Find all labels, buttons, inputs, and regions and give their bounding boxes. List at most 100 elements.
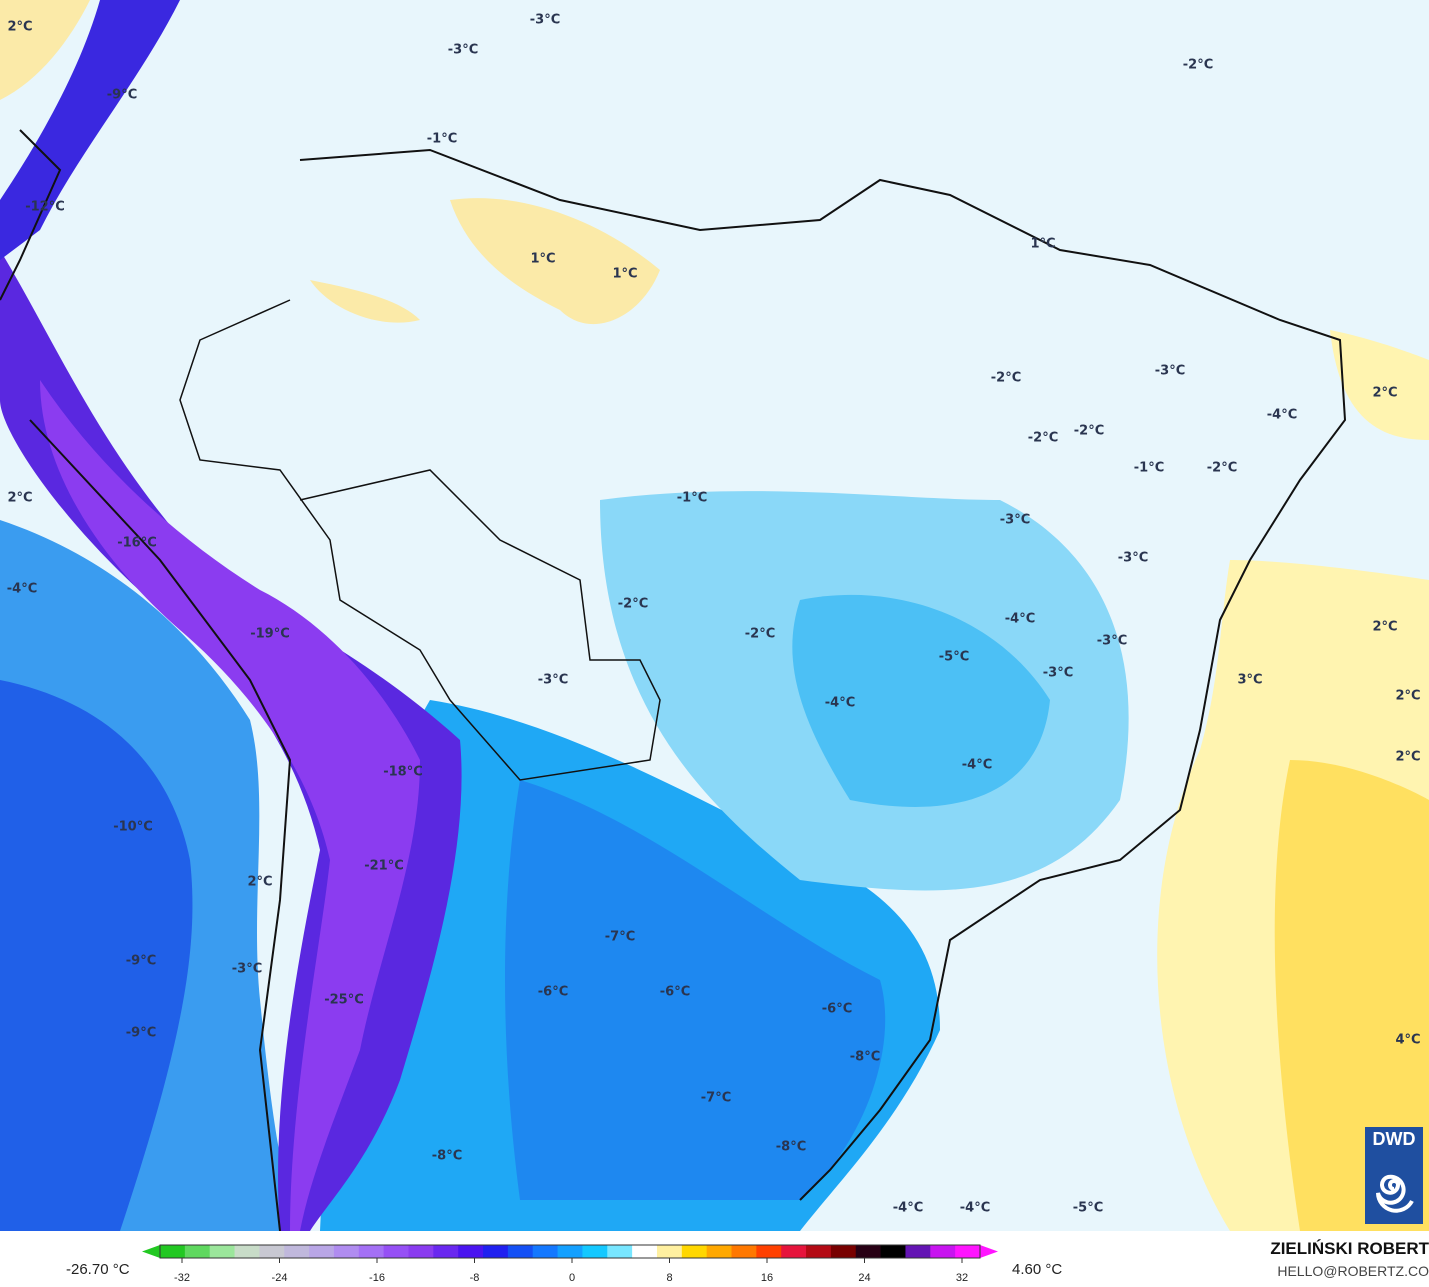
colorbar-segment (160, 1245, 186, 1258)
contour-label: -4°C (959, 1200, 991, 1216)
colorbar-segment (383, 1245, 409, 1258)
colorbar-segment (557, 1245, 583, 1258)
contour-label: 2°C (1372, 619, 1398, 635)
contour-label: -25°C (324, 992, 364, 1008)
contour-label: -4°C (1266, 407, 1298, 423)
colorbar-segment (607, 1245, 633, 1258)
colorbar-segment (632, 1245, 658, 1258)
contour-label: -1°C (676, 490, 708, 506)
colorbar-border (159, 1244, 981, 1259)
author-email: HELLO@ROBERTZ.CO (1277, 1263, 1429, 1279)
colorbar-segment (408, 1245, 434, 1258)
contour-label: 2°C (7, 490, 33, 506)
colorbar-segment (905, 1245, 931, 1258)
contour-label: -4°C (824, 695, 856, 711)
contour-label: -6°C (659, 984, 691, 1000)
colorbar-tick-label: 0 (568, 1272, 576, 1284)
contour-label: -12°C (25, 199, 65, 215)
colorbar-segment (532, 1245, 559, 1258)
contour-label: 1°C (530, 251, 556, 267)
contour-label: -2°C (1027, 430, 1059, 446)
contour-label: -6°C (537, 984, 569, 1000)
contour-label: -8°C (775, 1139, 807, 1155)
colorbar-tick-label: 32 (955, 1272, 969, 1284)
temperature-anomaly-map: 2°C -9°C -3°C -3°C -1°C -2°C -12°C 1°C 1°C 1°C -2°… (0, 0, 1429, 1231)
contour-label: -7°C (604, 929, 636, 945)
spiral-icon (1376, 1174, 1414, 1213)
contour-label: 2°C (7, 19, 33, 35)
contour-label: -4°C (6, 581, 38, 597)
colorbar-tick-label: 16 (760, 1272, 774, 1284)
colorbar-segment (806, 1245, 832, 1258)
colorbar-segment (309, 1245, 335, 1258)
contour-label: -3°C (231, 961, 263, 977)
colorbar-tick-label: -32 (174, 1272, 190, 1284)
contour-label: -8°C (431, 1148, 463, 1164)
max-readout: 4.60 °C (1012, 1261, 1063, 1278)
contour-label: 2°C (1372, 385, 1398, 401)
contour-label: -3°C (1042, 665, 1074, 681)
colorbar-tick-label: 24 (858, 1272, 871, 1284)
contour-label: -2°C (617, 596, 649, 612)
contour-label: -6°C (821, 1001, 853, 1017)
colorbar-segment (333, 1245, 360, 1258)
contour-label: 3°C (1237, 672, 1263, 688)
colorbar-min-arrow (142, 1245, 160, 1258)
colorbar-segment (781, 1245, 807, 1258)
contour-label: -4°C (961, 757, 993, 773)
contour-label: -3°C (1117, 550, 1149, 566)
colorbar-segment (731, 1245, 757, 1258)
contour-label: -1°C (426, 131, 458, 147)
contour-label: -2°C (1073, 423, 1105, 439)
author-name: ZIELIŃSKI ROBERT (1270, 1239, 1429, 1258)
contour-label: -7°C (700, 1090, 732, 1106)
contour-label: -2°C (1182, 57, 1214, 73)
contour-label: -19°C (250, 626, 290, 642)
contour-label: -3°C (1154, 363, 1186, 379)
colorbar-segment (458, 1245, 484, 1258)
colorbar-segment (433, 1245, 459, 1258)
contour-label: -16°C (117, 535, 157, 551)
colorbar-segment (756, 1245, 782, 1258)
contour-label: -3°C (999, 512, 1031, 528)
min-readout: -26.70 °C (66, 1261, 130, 1278)
dwd-logo-text: DWD (1372, 1129, 1416, 1149)
colorbar-segment (483, 1245, 509, 1258)
colorbar-max-arrow (980, 1245, 998, 1258)
contour-label: 2°C (247, 874, 273, 890)
contour-label: -8°C (849, 1049, 881, 1065)
contour-label: -4°C (892, 1200, 924, 1216)
contour-label: -2°C (744, 626, 776, 642)
colorbar-segment (209, 1245, 236, 1258)
contour-label: 1°C (1030, 236, 1056, 252)
map-shading (0, 0, 1429, 1231)
colorbar-segment (582, 1245, 608, 1258)
colorbar-tick-label: 8 (666, 1272, 673, 1284)
contour-label: -3°C (1096, 633, 1128, 649)
contour-label: -3°C (529, 12, 561, 28)
dwd-logo: DWD (1365, 1127, 1423, 1224)
colorbar-segment (706, 1245, 733, 1258)
contour-label: -5°C (1072, 1200, 1104, 1216)
contour-label: 4°C (1395, 1032, 1421, 1048)
colorbar-segment (358, 1245, 385, 1258)
colorbar-legend (0, 1231, 1429, 1287)
colorbar-segment (259, 1245, 285, 1258)
colorbar-segment (681, 1245, 708, 1258)
contour-label: -4°C (1004, 611, 1036, 627)
colorbar-segment (830, 1245, 857, 1258)
colorbar-segment (284, 1245, 310, 1258)
contour-label: -21°C (364, 858, 404, 874)
colorbar-tick-label: -24 (271, 1272, 288, 1284)
colorbar-segment (656, 1245, 683, 1258)
colorbar-segment (880, 1245, 906, 1258)
contour-label: -3°C (537, 672, 569, 688)
colorbar-segment (930, 1245, 956, 1258)
colorbar-segment (184, 1245, 211, 1258)
contour-label: -2°C (1206, 460, 1238, 476)
contour-label: -9°C (125, 1025, 157, 1041)
colorbar-tick-label: -8 (469, 1272, 480, 1284)
contour-label: -9°C (125, 953, 157, 969)
colorbar-segment (855, 1245, 882, 1258)
contour-label: -10°C (113, 819, 153, 835)
